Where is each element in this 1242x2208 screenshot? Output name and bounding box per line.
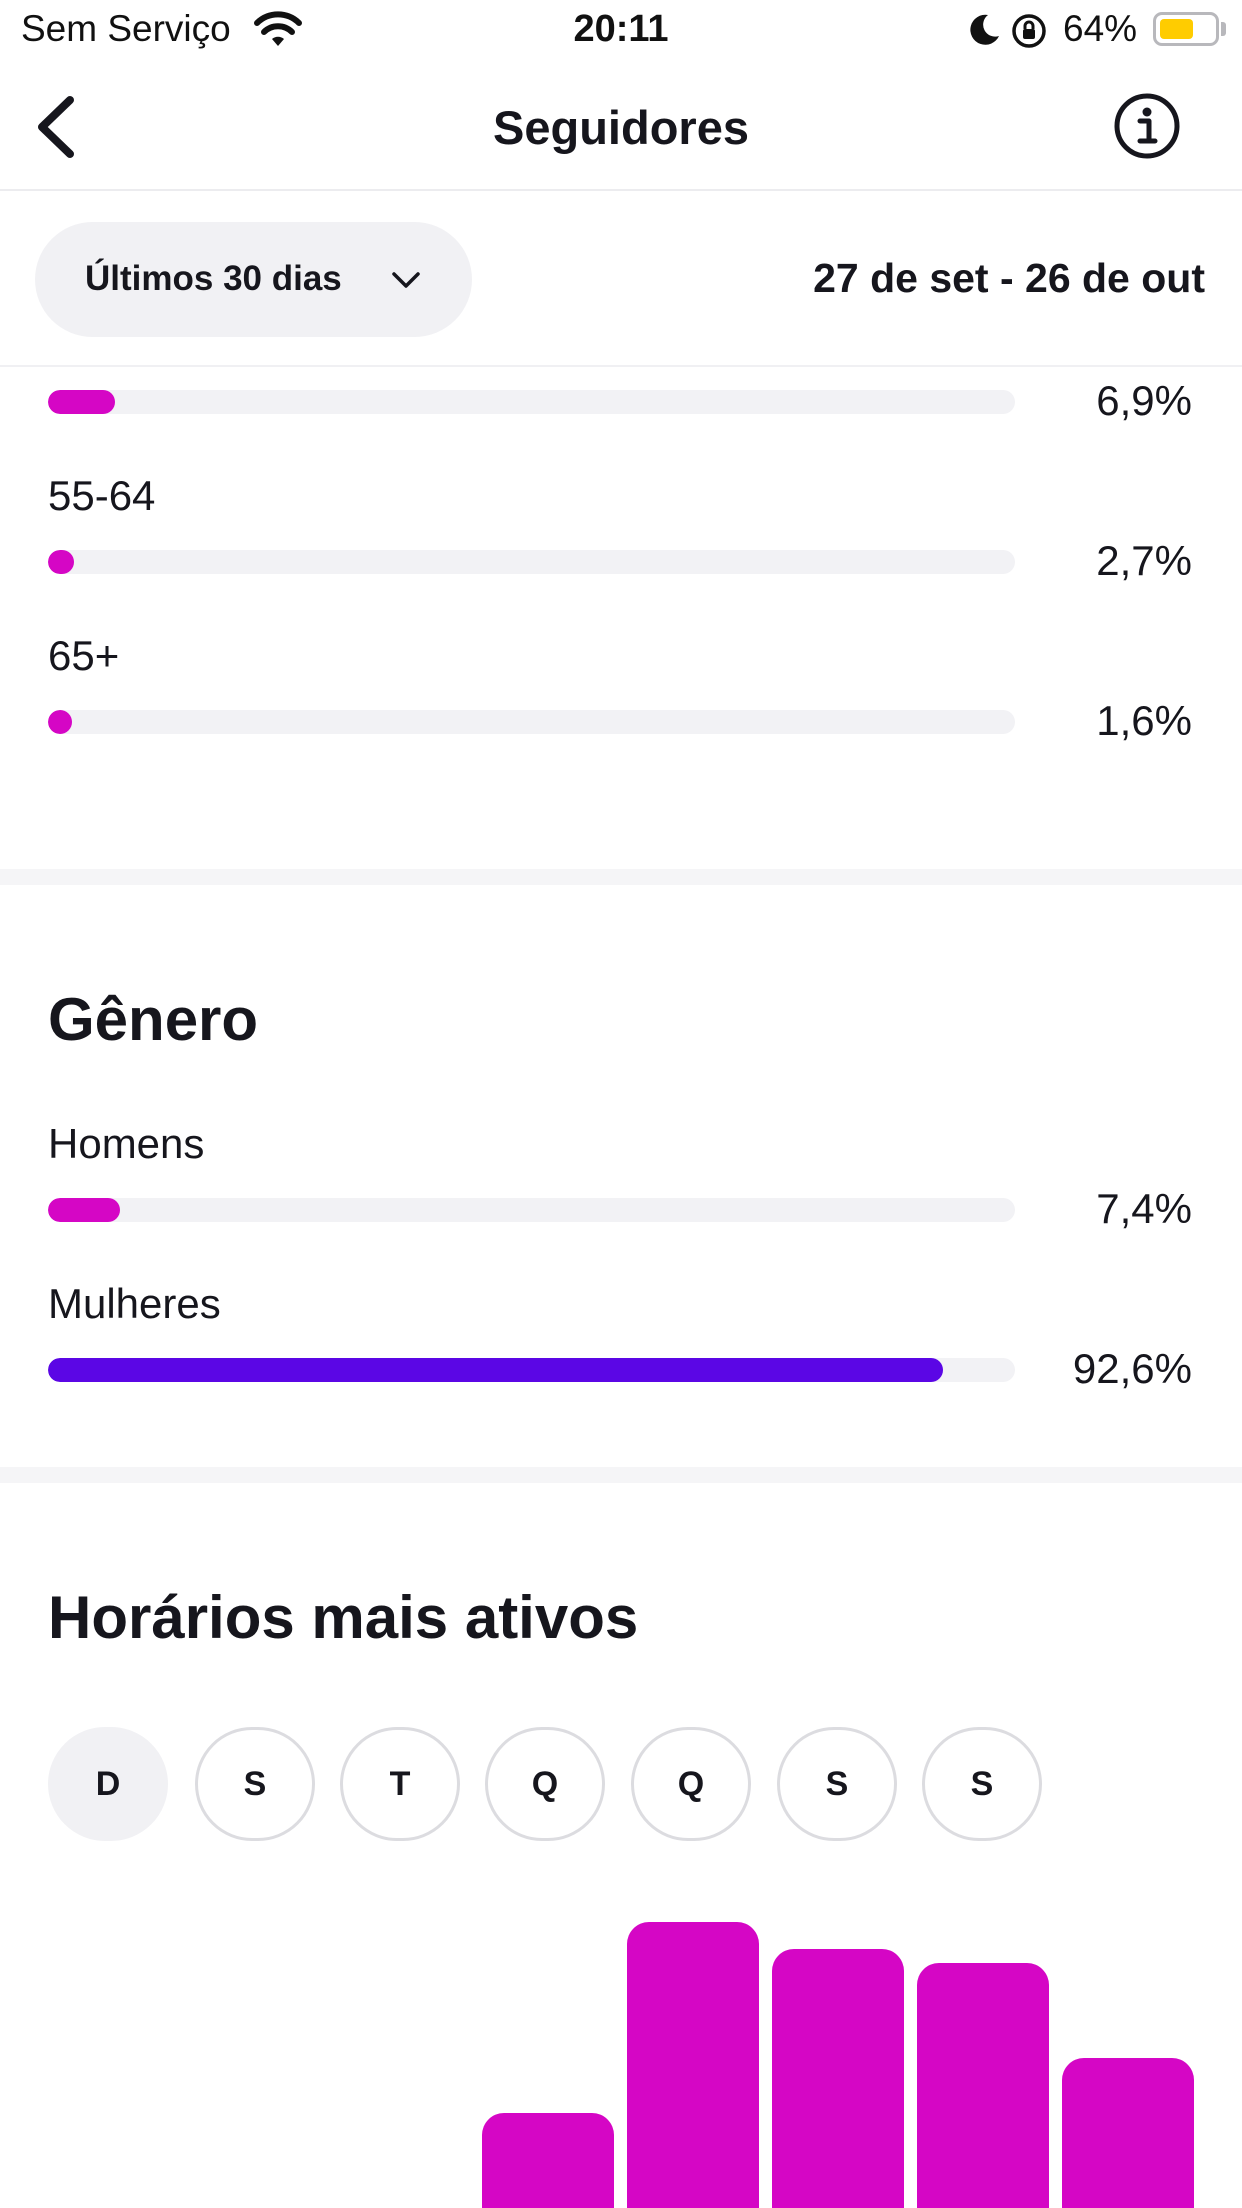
back-chevron-icon[interactable] (30, 92, 84, 162)
day-chip-monday[interactable]: S (195, 1727, 315, 1841)
day-chip-saturday[interactable]: S (922, 1727, 1042, 1841)
day-chip-friday[interactable]: S (777, 1727, 897, 1841)
nav-bar: Seguidores (0, 62, 1242, 191)
section-divider (0, 1467, 1242, 1483)
info-icon[interactable] (1113, 92, 1181, 160)
status-bar: Sem Serviço 20:11 64% (0, 0, 1242, 62)
age-bar-track-0 (48, 390, 1015, 414)
hour-bar (917, 1962, 1049, 2208)
period-label: Últimos 30 dias (85, 259, 342, 298)
age-percent-0: 6,9% (1096, 377, 1192, 424)
gender-bar-track-women (48, 1358, 1015, 1382)
hour-bar (1062, 2058, 1194, 2208)
gender-bar-fill-women (48, 1358, 944, 1382)
age-bar-track-1 (48, 550, 1015, 574)
age-percent-1: 2,7% (1096, 537, 1192, 584)
hour-bar (772, 1949, 904, 2208)
age-bar-track-2 (48, 710, 1015, 734)
rotation-lock-icon (1012, 14, 1046, 48)
section-divider (0, 869, 1242, 885)
age-bar-fill (48, 710, 72, 734)
day-chip-sunday[interactable]: D (48, 1727, 168, 1841)
period-dropdown[interactable]: Últimos 30 dias (35, 222, 472, 337)
clock-time: 20:11 (573, 8, 669, 50)
gender-percent-women: 92,6% (1072, 1345, 1192, 1392)
age-percent-2: 1,6% (1096, 697, 1192, 744)
gender-label-men: Homens (48, 1120, 205, 1167)
gender-bar-fill-men (48, 1198, 120, 1222)
age-label-55-64: 55-64 (48, 472, 156, 519)
gender-bar-track-men (48, 1198, 1015, 1222)
carrier-label: Sem Serviço (21, 8, 231, 49)
page-title: Seguidores (493, 101, 749, 154)
gender-percent-men: 7,4% (1096, 1185, 1192, 1232)
day-chip-wednesday[interactable]: Q (485, 1727, 605, 1841)
gender-label-women: Mulheres (48, 1280, 221, 1327)
age-label-65-plus: 65+ (48, 632, 120, 679)
battery-cap (1221, 22, 1226, 36)
day-chip-tuesday[interactable]: T (340, 1727, 460, 1841)
wifi-icon (254, 11, 302, 46)
hour-bar (482, 2112, 614, 2208)
filter-row: Últimos 30 dias 27 de set - 26 de out (0, 191, 1242, 367)
gender-title: Gênero (48, 986, 259, 1053)
day-chip-thursday[interactable]: Q (631, 1727, 751, 1841)
age-bar-fill (48, 390, 115, 414)
age-bar-fill (48, 550, 75, 574)
battery-icon (1153, 12, 1219, 46)
active-times-title: Horários mais ativos (48, 1584, 639, 1651)
moon-icon (970, 14, 999, 45)
date-range: 27 de set - 26 de out (813, 255, 1205, 301)
hour-bar (627, 1922, 759, 2208)
chevron-down-icon (392, 272, 420, 288)
battery-percent: 64% (1063, 8, 1138, 49)
